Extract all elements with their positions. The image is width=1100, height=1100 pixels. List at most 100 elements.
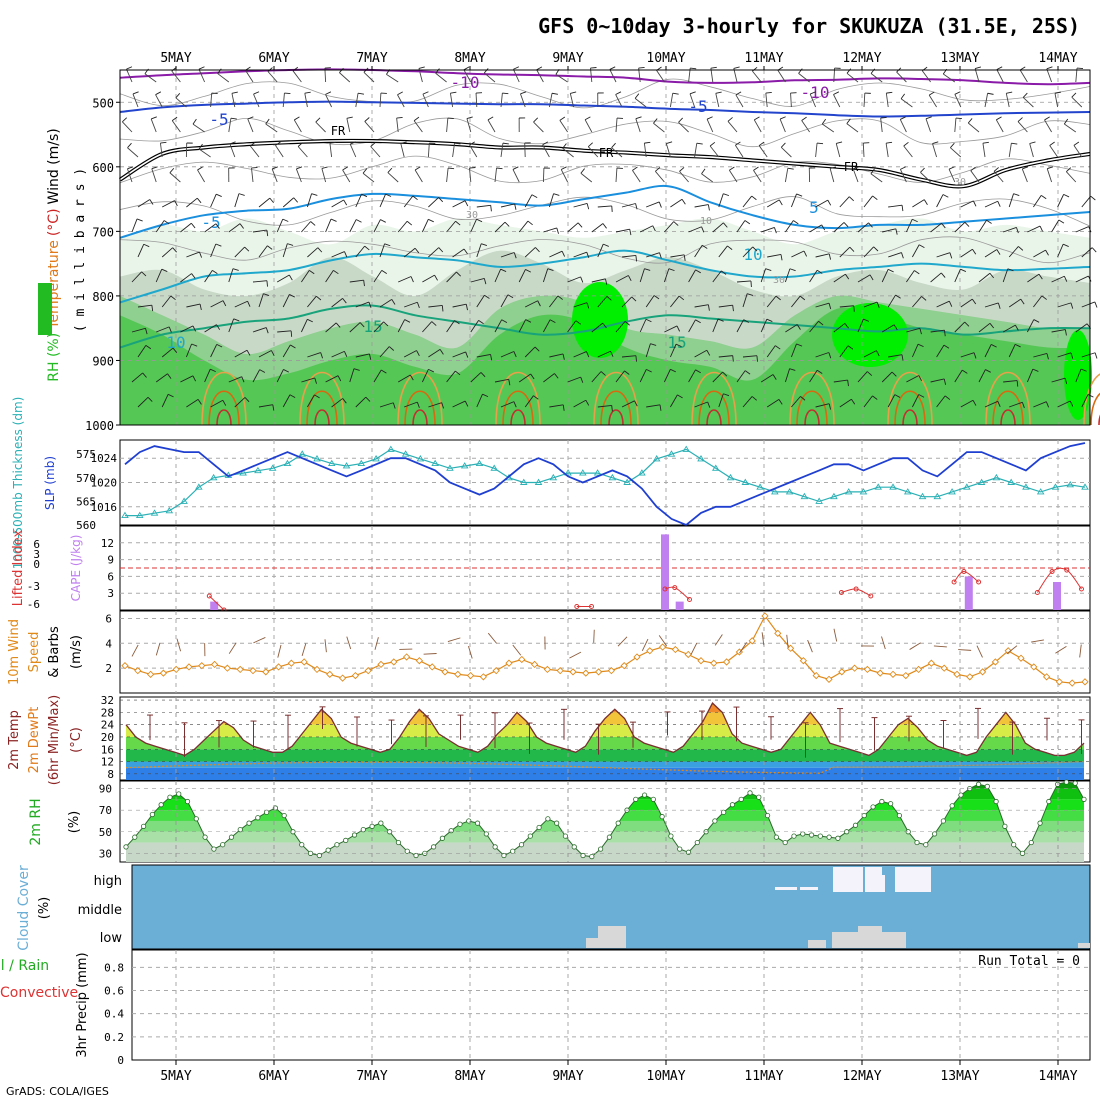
wind-barb-flag [743, 319, 750, 323]
lifted-index-marker [1064, 567, 1070, 573]
rh-marker [360, 826, 366, 833]
cape-tick-label: 6 [107, 570, 114, 583]
wind-barb-flag [723, 193, 730, 197]
wind-barb-flag [847, 345, 854, 350]
wind-barb-flag [490, 205, 492, 212]
wind-barb-flag [818, 320, 824, 326]
wind-barb-flag [868, 222, 873, 228]
precip-tick-label: 0.4 [104, 1008, 124, 1021]
wind-barb [839, 196, 850, 208]
rh-marker [1028, 839, 1034, 846]
top-day-label: 14MAY [1038, 51, 1077, 66]
wind-barb-flag [954, 91, 961, 95]
wind-barb-flag [867, 371, 873, 376]
wind-barb [597, 296, 608, 308]
wind-barb-flag [482, 393, 489, 398]
wind-barb-flag [611, 142, 616, 148]
axis-label-segment: (°C) [46, 208, 62, 236]
lifted-tick-label: -3 [27, 580, 40, 593]
rh-marker [264, 809, 270, 815]
wind-barb-flag [775, 295, 781, 301]
wind-barb [639, 225, 653, 233]
precip-tick-label: 0.6 [104, 985, 124, 998]
low-cloud-patch [598, 926, 626, 948]
wind-barb-flag [513, 351, 517, 358]
wind-barb [518, 319, 527, 333]
wind-barb [815, 199, 829, 208]
wind-barb [835, 143, 841, 158]
thickness-marker [652, 455, 661, 462]
wind-speed-marker [940, 664, 948, 672]
wind-barb-flag [469, 167, 476, 169]
wind-barb [639, 369, 647, 383]
warm-isotherm-loop [216, 409, 232, 426]
wind-barb-flag [1062, 243, 1069, 247]
wind-barb [1026, 368, 1034, 383]
wind-barb [494, 268, 502, 283]
wind-barb-flag [163, 220, 170, 225]
wind-barb [960, 352, 975, 358]
rh-marker [870, 804, 876, 810]
wind-barb [513, 69, 520, 83]
wind-barb-flag [989, 323, 995, 329]
wind-barb [234, 300, 248, 308]
wind-barb-flag [172, 247, 177, 253]
wind-barb [1002, 268, 1009, 283]
thickness-marker [638, 469, 646, 476]
wind-barb [569, 93, 575, 108]
wind-barb-flag [369, 353, 372, 360]
rh-marker [1072, 780, 1078, 786]
warm-isotherm-loop [706, 409, 722, 426]
wind-barb-flag [1063, 118, 1069, 125]
wind-barb-flag [919, 328, 922, 335]
wind-barb-flag [707, 204, 710, 211]
wind-barb [1031, 639, 1044, 643]
wind-barb [282, 344, 291, 358]
wind-barb-flag [346, 116, 353, 119]
wind-barb-flag [448, 167, 455, 170]
wind-barb [694, 401, 708, 408]
wind-barb [688, 319, 696, 333]
bottom-day-label: 5MAY [160, 1069, 191, 1084]
wind-barb [379, 193, 386, 208]
thickness-marker [608, 473, 617, 481]
wind-barb-flag [721, 270, 727, 275]
thickness-marker [534, 478, 543, 485]
wind-barb-flag [391, 299, 396, 305]
wind-barb [543, 227, 557, 233]
wind-tick-label: 4 [105, 637, 112, 650]
wind-barb-flag [1064, 329, 1067, 336]
wind-barb-flag [1015, 324, 1019, 331]
wind-barb [180, 222, 192, 233]
wind-barb-flag [650, 343, 657, 346]
wind-barb-flag [676, 325, 681, 332]
top-day-label: 6MAY [258, 51, 289, 66]
wind-speed-marker [556, 666, 564, 675]
wind-barb-flag [229, 141, 236, 145]
wind-barb [911, 394, 920, 408]
rh-marker [554, 820, 560, 826]
wind-barb [452, 143, 455, 158]
cape-tick-label: 12 [101, 537, 114, 550]
wind-barb-flag [932, 141, 939, 145]
wind-barb-flag [198, 143, 203, 150]
wind-barb [932, 143, 938, 158]
wind-barb [1044, 119, 1052, 133]
wind-barb-flag [695, 269, 701, 274]
wind-barb [996, 69, 1004, 83]
wind-barb [925, 118, 932, 133]
wind-speed-marker [466, 671, 475, 680]
wind-barb [974, 68, 980, 83]
wind-barb-flag [836, 141, 843, 144]
wind-barb [863, 350, 877, 358]
wind-barb [1008, 143, 1012, 158]
wind-barb [712, 371, 723, 383]
contour-label: 30 [773, 275, 785, 286]
wind-barb [1046, 168, 1053, 183]
wind-barb-flag [972, 400, 977, 406]
rh-axis-label: 2m RH [28, 798, 44, 845]
lifted-index-line [841, 588, 872, 597]
wind-barb [161, 247, 173, 258]
wind-barb-flag [330, 218, 337, 222]
isotherm-line [119, 184, 1091, 239]
